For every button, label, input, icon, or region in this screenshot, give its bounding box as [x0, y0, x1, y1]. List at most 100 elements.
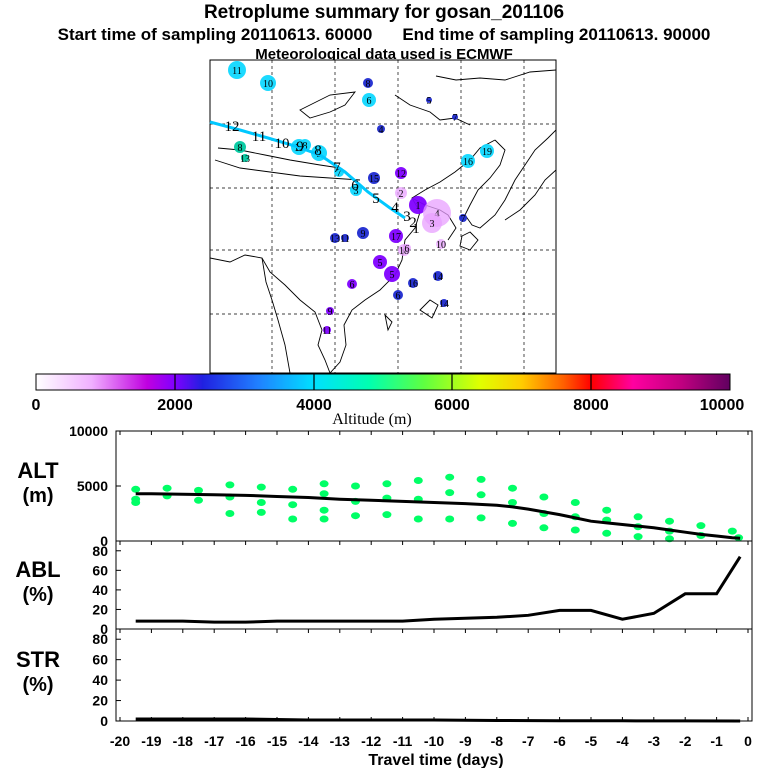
cluster-point: [351, 482, 360, 490]
track-label: 6: [351, 178, 359, 194]
plume-cluster: 2: [395, 187, 407, 200]
mean-altitude-line: [135, 492, 741, 540]
cluster-label: 13: [330, 234, 340, 245]
cluster-point: [256, 483, 266, 491]
cluster-point: [696, 522, 706, 530]
coastlines: [210, 69, 556, 373]
cluster-label: 11: [340, 234, 350, 245]
plume-cluster: 6: [403, 244, 411, 255]
x-tick-label: -11: [393, 733, 413, 749]
y-tick-label: 20: [92, 601, 108, 617]
track-label: 2: [409, 215, 417, 231]
y-tick-label: 60: [92, 562, 108, 578]
plume-cluster: 10: [260, 75, 276, 91]
y-axis-label-unit: (%): [22, 674, 53, 696]
track-label: 7: [333, 160, 341, 176]
x-tick-label: -12: [361, 733, 381, 749]
plume-cluster: 14: [433, 271, 443, 283]
panel-alt: 10000 5000 0 ALT(m): [17, 423, 753, 549]
cluster-point: [508, 519, 517, 527]
x-tick-label: -13: [330, 733, 350, 749]
cluster-label: 15: [369, 174, 379, 185]
cluster-point: [633, 533, 643, 541]
y-tick-label: 20: [92, 693, 108, 709]
time-series-panels: 1000050000ALT(m)806040200ABL(%)806040200…: [15, 423, 753, 768]
colorbar-tick-0: 0: [32, 397, 41, 414]
trajectory-track: [209, 120, 406, 220]
cluster-label: 11: [322, 326, 332, 337]
cluster-label: 16: [463, 157, 473, 168]
cluster-point: [476, 491, 486, 499]
cluster-label: 11: [232, 66, 242, 77]
colorbar-label: Altitude (m): [332, 411, 412, 428]
x-tick-label: -5: [585, 733, 598, 749]
plume-cluster: 3: [422, 213, 442, 233]
cluster-point: [570, 526, 580, 534]
plume-cluster: 4: [377, 125, 385, 136]
cluster-point: [225, 510, 235, 517]
plume-cluster: 10: [436, 239, 446, 251]
cluster-label: 4: [379, 125, 384, 136]
x-tick-label: 0: [744, 733, 752, 749]
plume-cluster: 15: [368, 172, 380, 185]
y-tick-label: 0: [100, 621, 108, 637]
cluster-label: 5: [390, 270, 395, 281]
x-tick-label: -2: [679, 733, 692, 749]
str-line: [135, 717, 741, 723]
x-tick-label: -16: [235, 733, 255, 749]
cluster-label: 1: [416, 201, 421, 212]
cluster-label: 7: [461, 214, 466, 225]
cluster-label: 6: [367, 96, 372, 107]
cluster-label: 6: [350, 280, 355, 291]
cluster-label: 14: [439, 299, 449, 310]
cluster-label: 3: [430, 219, 435, 230]
cluster-label: 6: [396, 291, 401, 302]
track-label: 12: [225, 119, 240, 135]
cluster-point: [539, 524, 549, 532]
plume-cluster: 14: [439, 299, 449, 310]
cluster-label: 7: [453, 113, 458, 124]
end-time-label: End time of sampling 20110613. 90000: [402, 25, 711, 44]
cluster-label: 2: [399, 189, 404, 200]
x-tick-label: -6: [553, 733, 566, 749]
x-tick-label: -15: [267, 733, 287, 749]
plume-cluster: 11: [228, 61, 246, 79]
plume-cluster: 19: [480, 144, 494, 158]
cluster-label: 10: [263, 79, 273, 90]
cluster-point: [319, 506, 329, 514]
panel-str: 80 60 40 20 0 STR(%): [16, 628, 753, 729]
panel-frame: [115, 430, 753, 542]
cluster-point: [225, 481, 235, 489]
cluster-label: 18: [399, 246, 409, 257]
cluster-label: 6: [405, 244, 410, 255]
cluster-point: [727, 527, 737, 535]
abl-line: [135, 555, 742, 624]
cluster-point: [131, 485, 141, 493]
y-tick-label: 5000: [77, 478, 108, 494]
cluster-label: 19: [482, 147, 492, 158]
track-label: 4: [391, 200, 399, 216]
cluster-label: 13: [240, 154, 250, 165]
cluster-label: 17: [391, 232, 401, 243]
colorbar-tick-4000: 4000: [296, 397, 332, 414]
panel-frame: [115, 540, 753, 630]
cluster-point: [508, 499, 517, 506]
cluster-point: [288, 485, 298, 493]
x-tick-label: -10: [424, 733, 444, 749]
track-label: 3: [403, 209, 411, 225]
colorbar-tick-8000: 8000: [573, 397, 609, 414]
cluster-label: 8: [238, 143, 243, 154]
x-tick-label: -8: [491, 733, 504, 749]
x-tick-label: -9: [459, 733, 472, 749]
track-label: 1: [412, 221, 420, 237]
met-data-label: Meteorological data used is ECMWF: [255, 46, 513, 63]
cluster-label: 9: [361, 229, 366, 240]
cluster-point: [413, 515, 423, 523]
y-tick-label: 0: [100, 713, 108, 729]
plume-cluster: 17: [389, 229, 403, 243]
cluster-point: [288, 515, 298, 523]
plume-cluster: 8: [234, 141, 246, 154]
y-axis-label-main: ABL: [15, 557, 60, 582]
cluster-point: [476, 475, 486, 483]
